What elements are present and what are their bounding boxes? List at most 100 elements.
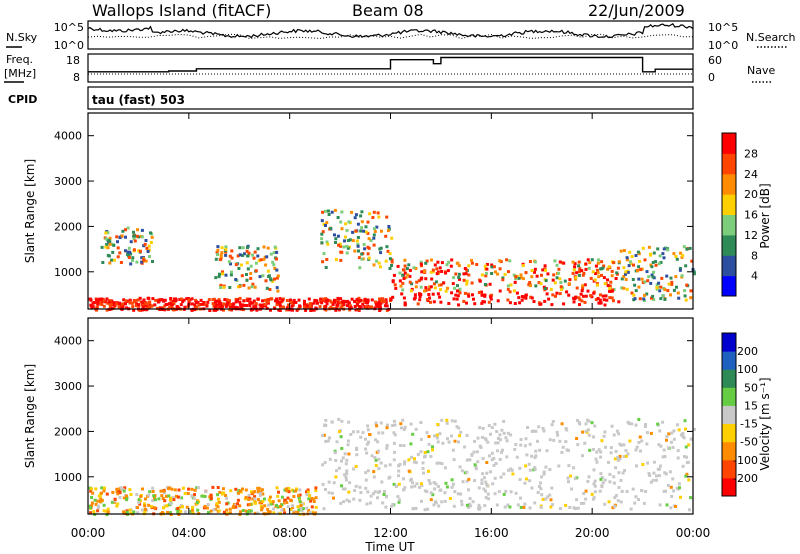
scatter-cell — [437, 283, 441, 287]
scatter-cell — [104, 231, 108, 235]
scatter-cell — [111, 250, 115, 254]
scatter-cell — [359, 305, 363, 309]
scatter-cell — [397, 482, 401, 486]
scatter-cell — [267, 498, 271, 502]
scatter-cell — [96, 499, 100, 503]
scatter-cell — [649, 263, 653, 267]
scatter-cell — [93, 498, 97, 502]
scatter-cell — [233, 305, 237, 309]
scatter-cell — [470, 261, 474, 265]
scatter-cell — [551, 293, 555, 297]
scatter-cell — [357, 249, 360, 253]
scatter-cell — [659, 464, 663, 468]
scatter-cell — [278, 304, 282, 308]
scatter-cell — [501, 278, 505, 282]
scatter-cell — [509, 467, 513, 471]
scatter-cell — [650, 265, 654, 269]
scatter-cell — [692, 270, 696, 274]
scatter-cell — [487, 424, 491, 428]
scatter-cell — [426, 298, 429, 301]
scatter-cell — [480, 290, 483, 294]
scatter-cell — [269, 308, 272, 312]
scatter-cell — [268, 510, 272, 514]
scatter-cell — [632, 293, 636, 297]
scatter-cell — [307, 509, 311, 512]
scatter-cell — [533, 466, 537, 470]
scatter-cell — [634, 289, 638, 293]
freq-panel-frame — [87, 53, 694, 83]
scatter-cell — [401, 281, 405, 285]
scatter-cell — [205, 506, 209, 510]
scatter-cell — [242, 299, 246, 303]
scatter-cell — [340, 484, 343, 488]
scatter-cell — [427, 442, 431, 446]
scatter-cell — [540, 273, 543, 277]
scatter-cell — [542, 470, 546, 474]
scatter-cell — [675, 257, 679, 261]
scatter-cell — [513, 302, 517, 305]
scatter-cell — [492, 265, 496, 269]
scatter-cell — [263, 302, 267, 306]
scatter-cell — [584, 422, 588, 426]
scatter-cell — [610, 274, 614, 278]
scatter-cell — [445, 418, 449, 422]
scatter-cell — [341, 300, 345, 304]
scatter-cell — [294, 301, 298, 304]
scatter-cell — [639, 268, 643, 272]
scatter-cell — [185, 505, 189, 509]
scatter-cell — [448, 497, 452, 500]
scatter-cell — [643, 258, 647, 262]
scatter-cell — [147, 305, 151, 309]
scatter-cell — [674, 275, 678, 279]
scatter-cell — [99, 298, 103, 302]
scatter-cell — [563, 279, 567, 283]
scatter-cell — [366, 220, 370, 224]
scatter-cell — [137, 501, 141, 505]
scatter-cell — [650, 296, 653, 300]
scatter-cell — [238, 253, 242, 257]
scatter-cell — [537, 425, 541, 429]
scatter-cell — [339, 244, 343, 248]
scatter-cell — [502, 472, 506, 476]
scatter-cell — [626, 270, 630, 274]
scatter-cell — [652, 471, 656, 475]
sky-right-tick-bottom: 10^0 — [708, 39, 738, 52]
scatter-cell — [637, 498, 640, 501]
scatter-cell — [98, 297, 102, 301]
scatter-cell — [656, 247, 660, 251]
scatter-cell — [108, 303, 112, 307]
scatter-cell — [399, 422, 403, 426]
scatter-cell — [238, 300, 242, 304]
scatter-cell — [587, 266, 591, 270]
scatter-cell — [420, 276, 424, 280]
scatter-cell — [143, 507, 147, 511]
scatter-cell — [536, 491, 540, 494]
scatter-cell — [266, 507, 270, 511]
scatter-cell — [298, 488, 302, 492]
scatter-cell — [595, 450, 599, 454]
scatter-cell — [689, 437, 693, 441]
scatter-cell — [346, 239, 350, 242]
scatter-cell — [618, 454, 622, 458]
scatter-cell — [667, 446, 670, 450]
scatter-cell — [359, 491, 363, 495]
scatter-cell — [129, 252, 133, 256]
scatter-cell — [509, 283, 513, 287]
scatter-cell — [148, 255, 151, 259]
scatter-cell — [516, 503, 520, 507]
scatter-cell — [186, 305, 190, 309]
scatter-cell — [579, 502, 583, 505]
scatter-cell — [431, 448, 434, 452]
scatter-cell — [519, 438, 523, 441]
scatter-cell — [320, 241, 324, 245]
scatter-cell — [575, 437, 579, 440]
scatter-cell — [350, 210, 354, 214]
scatter-cell — [390, 260, 394, 264]
scatter-cell — [553, 281, 557, 285]
scatter-cell — [190, 487, 194, 491]
scatter-cell — [640, 489, 643, 492]
scatter-cell — [112, 306, 116, 310]
scatter-cell — [332, 481, 336, 485]
scatter-cell — [523, 444, 527, 448]
scatter-cell — [636, 250, 640, 254]
